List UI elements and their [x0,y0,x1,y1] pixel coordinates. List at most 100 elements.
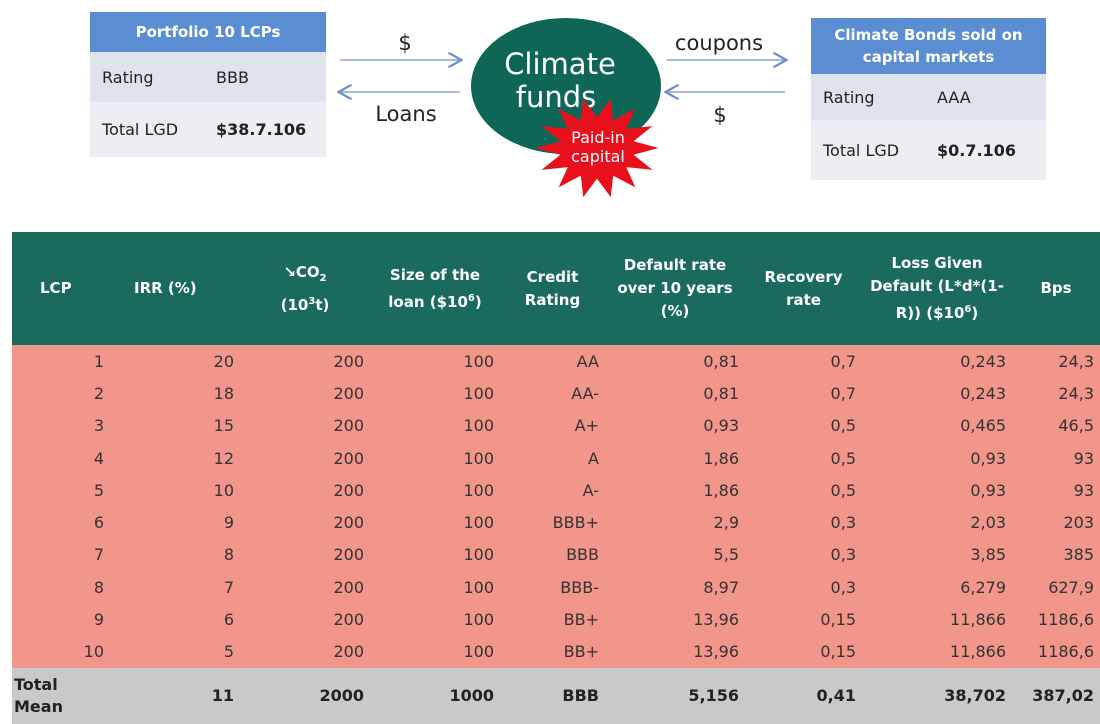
cell: 18 [110,377,240,410]
cell: 1000 [370,667,500,724]
cell: BBB+ [500,506,605,539]
portfolio-box: Portfolio 10 LCPs Rating BBB Total LGD $38… [90,12,326,157]
cell: 7 [12,538,110,572]
cell: 5,5 [605,538,745,572]
header-part: Loss Given Default (L*d*(1-R)) ($10 [870,254,1004,322]
value: AAA [937,87,971,107]
cell: 385 [1012,538,1100,572]
cell: 3 [12,409,110,442]
header-part: ) [971,304,979,322]
cell: 0,93 [862,474,1012,507]
table-row: 7 8 200 100 BBB 5,5 0,3 3,85 385 [12,538,1100,572]
cell: BBB [500,667,605,724]
cell: 1186,6 [1012,603,1100,636]
cell: 9 [12,603,110,636]
cell: BB+ [500,635,605,668]
cell: 0,15 [745,603,862,636]
cell: 0,93 [605,409,745,442]
header: IRR (%) [110,232,240,345]
cell: 627,9 [1012,571,1100,604]
cell: 0,7 [745,377,862,410]
cell: 13,96 [605,603,745,636]
cell: 3,85 [862,538,1012,572]
cell: 0,465 [862,409,1012,442]
cell: 1,86 [605,474,745,507]
arrows [340,60,785,92]
table-row: 1 20 200 100 AA 0,81 0,7 0,243 24,3 [12,345,1100,378]
cell: 24,3 [1012,377,1100,410]
cell: 8 [12,571,110,604]
header-part: ↘CO [283,262,320,281]
header-part: (10 [280,295,309,314]
badge-star [535,98,659,198]
cell: 0,93 [862,441,1012,475]
cell: 5 [12,474,110,507]
header-part: 2 [319,272,327,284]
cell: 93 [1012,474,1100,507]
cell: AA- [500,377,605,410]
fund-ellipse [471,18,661,154]
header-part: 6 [964,304,972,315]
label: Total LGD [823,140,900,160]
header: Size of the loan ($106) [370,232,500,345]
cell: 100 [370,409,500,442]
cell: 100 [370,345,500,378]
cell: 6 [12,506,110,539]
table-row: 5 10 200 100 A- 1,86 0,5 0,93 93 [12,474,1100,507]
cell: BBB- [500,571,605,604]
cell: 1 [12,345,110,378]
cell: 11,866 [862,635,1012,668]
cell: Total Mean [12,667,110,724]
cell: 200 [240,441,370,475]
badge-text: Paid-in capital [571,128,625,166]
bonds-box: Climate Bonds sold on capital markets Ra… [811,18,1046,180]
header: Default rate over 10 years (%) [605,232,745,345]
badge-line: Paid-in [571,128,625,147]
cell: 0,7 [745,345,862,378]
cell: 200 [240,409,370,442]
table-row: 3 15 200 100 A+ 0,93 0,5 0,465 46,5 [12,409,1100,442]
cell: 203 [1012,506,1100,539]
cell: 7 [110,571,240,604]
cell: 4 [12,441,110,475]
cell: 2,9 [605,506,745,539]
cell: 38,702 [862,667,1012,724]
table-row: 8 7 200 100 BBB- 8,97 0,3 6,279 627,9 [12,571,1100,604]
header-part: t) [315,295,330,314]
cell: 387,02 [1012,667,1100,724]
cell: 0,5 [745,441,862,475]
cell: BBB [500,538,605,572]
label: Rating [102,67,154,87]
value: BBB [216,67,249,87]
value: $38.7.106 [216,120,307,139]
cell: 10 [110,474,240,507]
cell: 100 [370,377,500,410]
cell: 200 [240,377,370,410]
cell: 20 [110,345,240,378]
header-part: Size of the loan ($10 [388,265,481,311]
table-row: 4 12 200 100 A 1,86 0,5 0,93 93 [12,441,1100,475]
header: Recovery rate [745,232,862,345]
flow-label: $ [713,103,726,127]
cell: 200 [240,506,370,539]
cell: 46,5 [1012,409,1100,442]
cell: 200 [240,345,370,378]
flow-label: coupons [675,31,763,55]
cell: 200 [240,571,370,604]
header: Credit Rating [500,232,605,345]
table-row: 10 5 200 100 BB+ 13,96 0,15 11,866 1186,6 [12,635,1100,668]
badge-line: capital [571,147,625,166]
cell: 0,3 [745,506,862,539]
header-part: 6 [467,292,475,304]
cell: 100 [370,506,500,539]
cell: 1186,6 [1012,635,1100,668]
cell: 0,5 [745,474,862,507]
cell: 6 [110,603,240,636]
cell: 2 [12,377,110,410]
label: Rating [823,87,875,107]
box-title: Portfolio 10 LCPs [90,12,326,52]
table-row: 2 18 200 100 AA- 0,81 0,7 0,243 24,3 [12,377,1100,410]
cell: 0,3 [745,571,862,604]
cell: 200 [240,635,370,668]
